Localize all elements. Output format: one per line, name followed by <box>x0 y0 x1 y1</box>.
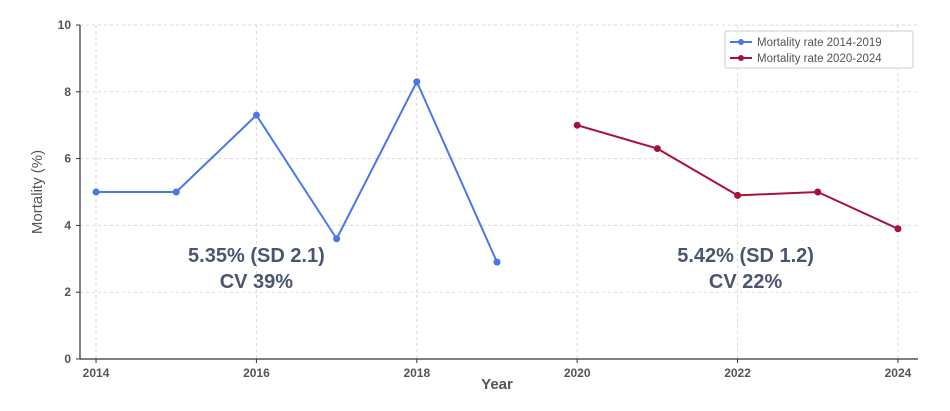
y-tick-label: 0 <box>64 352 71 366</box>
y-tick-label: 10 <box>58 18 72 32</box>
data-point <box>734 191 742 199</box>
y-tick-label: 8 <box>64 85 71 99</box>
series-line <box>96 80 498 263</box>
y-tick-label: 2 <box>64 285 71 299</box>
legend-box <box>724 30 914 69</box>
data-point <box>172 188 180 196</box>
series-1 <box>92 78 501 266</box>
legend-label: Mortality rate 2014-2019 <box>757 37 882 49</box>
legend-swatch-marker <box>738 55 744 61</box>
legend-swatch-marker <box>738 39 744 45</box>
y-axis-title: Mortality (%) <box>29 150 46 234</box>
data-point <box>653 145 661 153</box>
data-point <box>413 78 421 86</box>
y-tick-label: 6 <box>64 152 71 166</box>
y-tick-label: 4 <box>64 218 71 232</box>
data-point <box>573 121 581 129</box>
x-ticks: 2014 2016 2018 2020 2022 2024 <box>83 359 912 380</box>
data-point <box>92 188 100 196</box>
y-ticks: 0 2 4 6 8 10 <box>58 18 80 366</box>
data-point <box>252 111 260 119</box>
annotations: 5.35% (SD 2.1) CV 39% 5.42% (SD 1.2) CV 22% <box>188 245 814 293</box>
data-point <box>814 188 822 196</box>
stats-annotation: 5.35% (SD 2.1) CV 39% <box>188 245 325 293</box>
data-point <box>333 235 341 243</box>
x-tick-label: 2014 <box>83 366 110 380</box>
legend-item: Mortality rate 2014-2019 <box>730 37 882 49</box>
grid <box>80 24 918 359</box>
data-point <box>894 225 902 233</box>
x-tick-label: 2022 <box>724 366 751 380</box>
x-tick-label: 2018 <box>403 366 430 380</box>
legend-item: Mortality rate 2020-2024 <box>730 53 882 65</box>
stats-annotation: 5.42% (SD 1.2) CV 22% <box>677 245 814 293</box>
series-2 <box>573 121 902 233</box>
series <box>92 78 902 266</box>
data-point <box>493 258 501 266</box>
legend: Mortality rate 2014-2019 Mortality rate 2… <box>724 30 914 69</box>
axes <box>79 25 918 360</box>
legend-label: Mortality rate 2020-2024 <box>757 53 882 65</box>
x-tick-label: 2016 <box>243 366 270 380</box>
x-tick-label: 2020 <box>564 366 591 380</box>
x-axis-title: Year <box>481 376 513 393</box>
x-tick-label: 2024 <box>885 366 912 380</box>
